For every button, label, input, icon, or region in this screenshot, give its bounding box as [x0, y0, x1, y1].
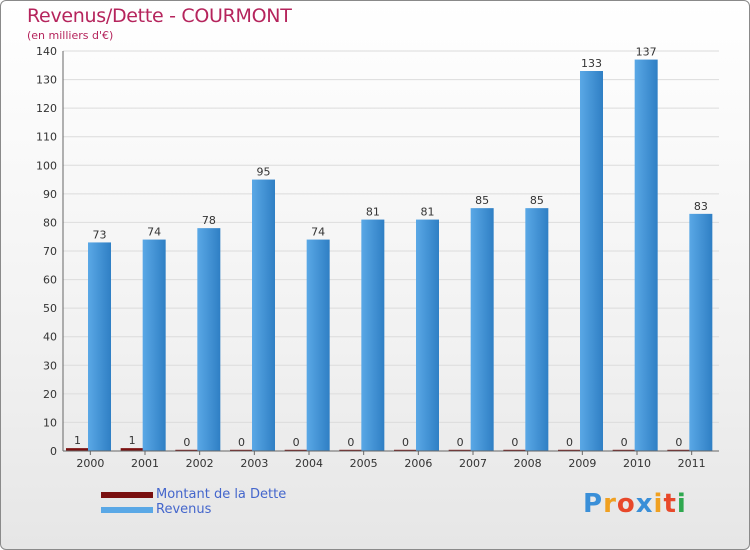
- legend-swatch-revenus: [101, 507, 153, 513]
- y-tick-label: 10: [43, 416, 57, 429]
- x-tick-label: 2009: [568, 457, 596, 470]
- dette-value-label: 1: [74, 434, 81, 447]
- y-tick-label: 100: [36, 159, 57, 172]
- dette-bar: [284, 449, 308, 451]
- y-tick-label: 70: [43, 245, 57, 258]
- revenus-bar: [470, 208, 494, 451]
- dette-bar: [175, 449, 199, 451]
- legend-swatch-dette: [101, 492, 153, 498]
- dette-bar: [448, 449, 472, 451]
- dette-value-label: 0: [511, 436, 518, 449]
- dette-bar: [612, 449, 636, 451]
- revenus-bar: [689, 213, 713, 451]
- dette-value-label: 0: [183, 436, 190, 449]
- y-tick-label: 140: [36, 45, 57, 58]
- dette-value-label: 0: [238, 436, 245, 449]
- dette-bar: [558, 449, 581, 451]
- legend-label-dette: Montant de la Dette: [156, 487, 287, 502]
- y-tick-label: 80: [43, 216, 57, 229]
- x-tick-label: 2007: [459, 457, 487, 470]
- revenus-bar: [416, 219, 439, 451]
- revenus-value-label: 137: [636, 46, 657, 59]
- axis-layer: [62, 51, 719, 455]
- revenus-bar: [634, 59, 658, 451]
- revenus-value-label: 133: [581, 57, 602, 70]
- dette-value-label: 0: [347, 436, 354, 449]
- logo-letter: i: [653, 489, 664, 519]
- dette-value-label: 0: [402, 436, 409, 449]
- dette-value-label: 1: [129, 434, 136, 447]
- proxiti-logo: Proxiti: [583, 489, 687, 519]
- y-tick-label: 110: [36, 131, 57, 144]
- revenus-bar: [361, 219, 385, 451]
- revenus-value-label: 85: [475, 194, 489, 207]
- dette-bar: [339, 449, 363, 451]
- dette-value-label: 0: [457, 436, 464, 449]
- revenus-value-label: 81: [366, 206, 380, 219]
- dette-value-label: 0: [293, 436, 300, 449]
- y-tick-label: 130: [36, 74, 57, 87]
- revenus-bar: [252, 179, 275, 452]
- revenus-bar: [306, 239, 330, 451]
- revenus-value-label: 83: [694, 200, 708, 213]
- y-tick-label: 60: [43, 274, 57, 287]
- x-tick-label: 2001: [131, 457, 159, 470]
- y-tick-label: 120: [36, 102, 57, 115]
- revenus-value-label: 74: [311, 226, 325, 239]
- revenus-bar: [88, 242, 111, 451]
- revenus-value-label: 73: [93, 228, 107, 241]
- dette-bar: [66, 448, 89, 451]
- revenus-value-label: 95: [257, 166, 271, 179]
- dette-bar: [230, 449, 253, 451]
- labels-layer: 0102030405060708090100110120130140173200…: [36, 45, 708, 470]
- revenus-bar: [580, 71, 603, 451]
- dette-bar: [394, 449, 417, 451]
- logo-letter: x: [635, 489, 654, 519]
- x-tick-label: 2000: [76, 457, 104, 470]
- x-tick-label: 2006: [404, 457, 432, 470]
- x-tick-label: 2003: [240, 457, 268, 470]
- chart-subtitle: (en milliers d'€): [27, 29, 114, 42]
- x-tick-label: 2010: [623, 457, 651, 470]
- revenus-bar: [525, 208, 549, 451]
- legend-label-revenus: Revenus: [156, 502, 212, 517]
- logo-letter: P: [583, 489, 604, 519]
- dette-value-label: 0: [566, 436, 573, 449]
- bars-layer: [66, 59, 713, 452]
- dette-bar: [120, 448, 144, 451]
- logo-letter: t: [663, 489, 677, 519]
- revenus-value-label: 78: [202, 214, 216, 227]
- logo-letter: i: [676, 489, 687, 519]
- x-tick-label: 2005: [350, 457, 378, 470]
- y-tick-label: 50: [43, 302, 57, 315]
- x-tick-label: 2002: [186, 457, 214, 470]
- x-tick-label: 2008: [514, 457, 542, 470]
- chart-title: Revenus/Dette - COURMONT: [27, 5, 292, 27]
- revenus-bar: [197, 228, 221, 451]
- y-tick-label: 40: [43, 331, 57, 344]
- revenus-value-label: 85: [530, 194, 544, 207]
- x-tick-label: 2011: [678, 457, 706, 470]
- x-tick-label: 2004: [295, 457, 323, 470]
- y-tick-label: 30: [43, 359, 57, 372]
- dette-bar: [667, 449, 691, 451]
- y-tick-label: 0: [50, 445, 57, 458]
- revenus-value-label: 74: [147, 226, 161, 239]
- logo-letter: o: [616, 489, 636, 519]
- dette-bar: [503, 449, 527, 451]
- grid-layer: [63, 50, 719, 452]
- revenus-value-label: 81: [421, 206, 435, 219]
- dette-value-label: 0: [621, 436, 628, 449]
- revenus-bar: [142, 239, 166, 451]
- y-tick-label: 20: [43, 388, 57, 401]
- y-tick-label: 90: [43, 188, 57, 201]
- logo-letter: r: [603, 489, 617, 519]
- dette-value-label: 0: [675, 436, 682, 449]
